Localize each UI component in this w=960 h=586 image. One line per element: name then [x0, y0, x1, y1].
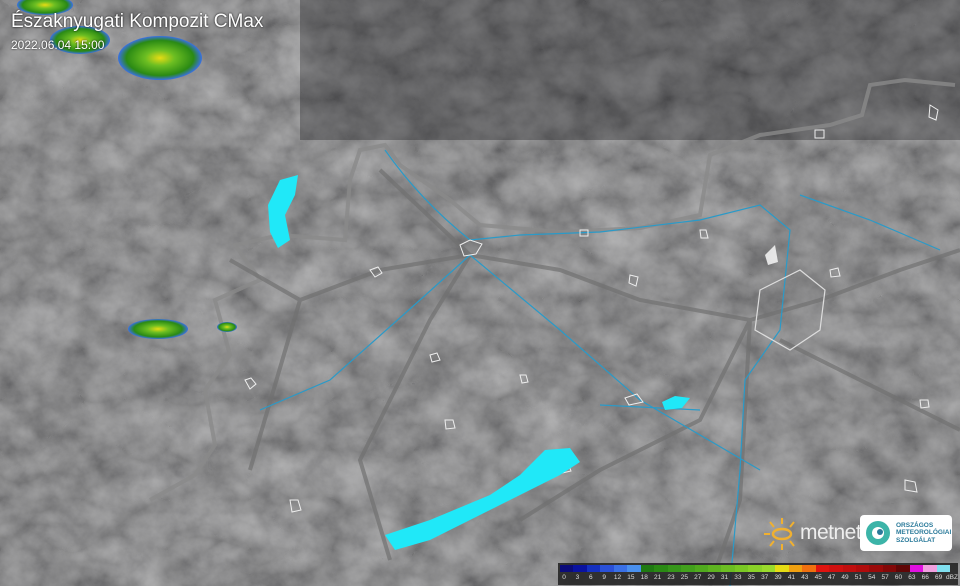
legend-swatch	[681, 565, 695, 572]
rivers	[259, 149, 941, 586]
legend-tick: 15	[627, 574, 635, 581]
legend-tick: 63	[908, 574, 916, 581]
omsz-logo: ORSZÁGOS METEOROLÓGIAI SZOLGÁLAT	[860, 515, 952, 551]
legend-tick: 47	[827, 574, 836, 581]
legend-swatch	[923, 565, 937, 572]
lake-velence	[662, 396, 690, 410]
legend-tick: 35	[747, 574, 755, 581]
legend-tick: 9	[602, 574, 606, 581]
legend-swatch	[667, 565, 682, 572]
legend-swatch	[936, 565, 951, 572]
legend-swatch	[640, 565, 655, 572]
legend-tick: 41	[787, 574, 796, 581]
legend-swatch	[707, 565, 722, 572]
legend-tick: 27	[694, 574, 702, 581]
settlement-outlines	[244, 104, 939, 513]
legend-tick: 60	[894, 574, 903, 581]
legend-swatch	[775, 565, 789, 572]
legend-swatch	[788, 565, 803, 572]
legend-tick: 0	[562, 574, 566, 581]
legend-swatch	[573, 565, 587, 572]
legend-swatch	[909, 565, 924, 572]
metnet-logo: metnet	[760, 516, 862, 550]
radar-echo	[128, 319, 188, 339]
legend-swatch	[613, 565, 628, 572]
legend-swatch	[560, 565, 574, 572]
legend-tick: 45	[814, 574, 822, 581]
map-title: Északnyugati Kompozit CMax	[11, 11, 264, 32]
legend-swatch	[882, 565, 897, 572]
legend-tick: 25	[680, 574, 689, 581]
dbz-legend: 0 3 6 9 12 15 18 21 23 25 27 29 31 33 35 37 39 41 43 45 47 49…	[558, 563, 958, 585]
budapest-outline	[754, 269, 826, 351]
radar-echo	[217, 322, 237, 332]
legend-swatch	[721, 565, 735, 572]
legend-swatch	[855, 565, 870, 572]
legend-tick: 23	[667, 574, 675, 581]
legend-swatch	[600, 565, 614, 572]
lake-small	[765, 245, 778, 265]
legend-swatch	[627, 565, 641, 572]
legend-tick: 37	[761, 574, 769, 581]
legend-swatch	[815, 565, 830, 572]
legend-tick: 39	[774, 574, 782, 581]
legend-swatch	[654, 565, 668, 572]
legend-swatch	[734, 565, 749, 572]
lake-balaton	[385, 448, 580, 550]
legend-tick: 51	[854, 574, 862, 581]
legend-tick: 31	[720, 574, 729, 581]
legend-tick: 21	[654, 574, 662, 581]
omsz-line-1: ORSZÁGOS	[896, 521, 934, 529]
legend-tick: 3	[575, 574, 580, 581]
legend-ticks: 0 3 6 9 12 15 18 21 23 25 27 29 31 33 35 37 39 41 43 45 47 49…	[558, 574, 958, 584]
legend-color-bar	[560, 565, 951, 572]
legend-swatch	[694, 565, 708, 572]
legend-tick: 49	[841, 574, 849, 581]
sun-icon	[764, 518, 795, 550]
legend-tick: 54	[868, 574, 876, 581]
omsz-line-2: METEOROLÓGIAI	[896, 529, 952, 537]
radar-echo	[118, 36, 202, 80]
legend-tick: 29	[707, 574, 715, 581]
legend-tick: 69	[934, 574, 943, 581]
legend-tick: 66	[921, 574, 929, 581]
legend-swatch	[896, 565, 910, 572]
legend-tick: 57	[881, 574, 889, 581]
legend-swatch	[761, 565, 776, 572]
omsz-line-3: SZOLGÁLAT	[896, 536, 936, 544]
regional-roads	[229, 168, 960, 586]
radar-echo	[50, 26, 110, 54]
radar-echo	[17, 0, 73, 15]
map-timestamp: 2022.06.04 15:00	[11, 38, 105, 52]
country-border	[149, 77, 956, 502]
legend-tick: 18	[640, 574, 648, 581]
legend-swatch	[869, 565, 883, 572]
legend-swatch	[842, 565, 856, 572]
omsz-swirl-icon	[866, 521, 890, 545]
legend-swatch	[748, 565, 762, 572]
legend-swatch	[829, 565, 843, 572]
legend-tick: 43	[801, 574, 809, 581]
legend-swatch	[802, 565, 816, 572]
legend-tick: 33	[734, 574, 742, 581]
legend-tick: 6	[588, 574, 593, 581]
legend-swatch	[586, 565, 601, 572]
lake-ferto	[268, 175, 298, 248]
legend-tick: 12	[613, 574, 622, 581]
legend-tick: dBZ	[946, 574, 958, 581]
